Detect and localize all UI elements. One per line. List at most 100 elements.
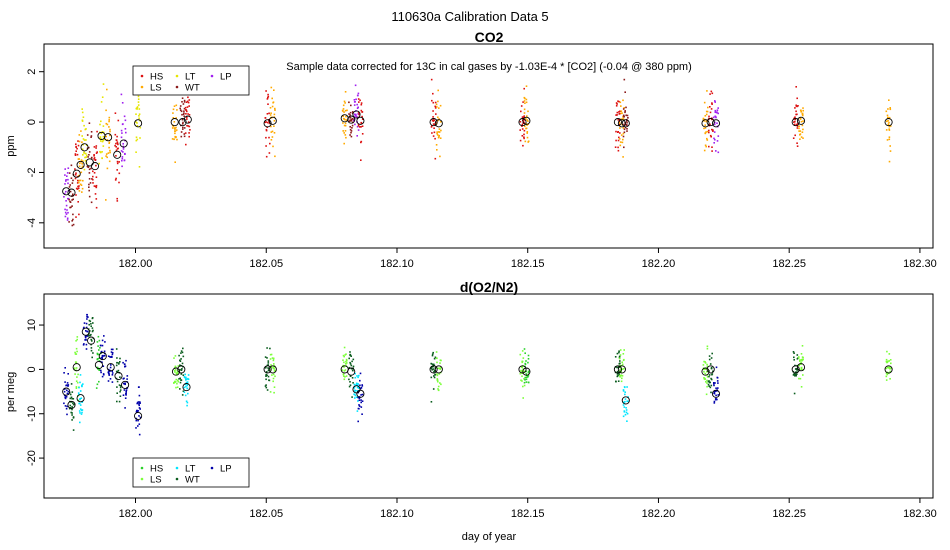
co2-sample-point xyxy=(273,120,276,122)
o2n2-sample-point xyxy=(886,350,888,353)
co2-sample-point xyxy=(438,128,441,130)
co2-sample-point xyxy=(106,123,109,126)
co2-sample-point xyxy=(523,100,526,102)
o2n2-sample-point xyxy=(179,388,181,390)
o2n2-sample-point xyxy=(360,401,362,404)
co2-sample-point xyxy=(795,86,797,88)
o2n2-sample-point xyxy=(180,358,182,360)
o2n2-sample-point xyxy=(343,361,345,364)
o2n2-sample-point xyxy=(430,367,433,370)
co2-sample-point xyxy=(92,170,94,173)
o2n2-sample-point xyxy=(625,411,628,414)
co2-sample-point xyxy=(109,134,111,137)
o2n2-sample-point xyxy=(86,316,88,318)
o2n2-sample-point xyxy=(343,355,345,358)
co2-mean-marker xyxy=(263,119,272,128)
co2-sample-point xyxy=(105,155,107,157)
o2n2-sample-point xyxy=(704,362,707,364)
o2n2-sample-point xyxy=(82,344,85,346)
co2-sample-point xyxy=(180,110,183,113)
co2-sample-point xyxy=(120,129,123,132)
co2-sample-point xyxy=(78,140,81,143)
o2n2-sample-point xyxy=(83,343,85,345)
co2-sample-point xyxy=(622,135,625,138)
co2-sample-point xyxy=(615,139,617,142)
co2-sample-point xyxy=(78,165,81,168)
co2-sample-point xyxy=(105,109,107,112)
o2n2-sample-point xyxy=(616,366,618,369)
co2-sample-point xyxy=(64,168,66,170)
co2-sample-point xyxy=(526,136,529,139)
co2-sample-point xyxy=(438,136,440,138)
o2n2-sample-point xyxy=(174,371,176,373)
o2n2-sample-point xyxy=(796,369,798,371)
co2-sample-point xyxy=(265,121,267,123)
o2n2-sample-point xyxy=(527,381,530,384)
co2-sample-point xyxy=(81,163,83,165)
co2-sample-point xyxy=(81,120,84,122)
o2n2-legend-swatch xyxy=(140,466,144,470)
o2n2-sample-point xyxy=(124,382,126,384)
co2-sample-point xyxy=(67,197,69,200)
o2n2-sample-point xyxy=(115,348,118,350)
o2n2-sample-point xyxy=(522,385,524,388)
co2-sample-point xyxy=(617,139,620,142)
o2n2-sample-point xyxy=(175,378,178,381)
o2n2-sample-point xyxy=(138,403,140,405)
o2n2-sample-point xyxy=(436,379,439,382)
o2n2-sample-point xyxy=(69,393,72,396)
co2-sample-point xyxy=(433,123,436,126)
o2n2-sample-point xyxy=(346,359,348,362)
co2-sample-point xyxy=(349,134,351,136)
o2n2-sample-point xyxy=(885,379,888,381)
co2-sample-point xyxy=(83,152,85,154)
co2-sample-point xyxy=(618,138,621,140)
o2n2-sample-point xyxy=(708,381,711,384)
o2n2-sample-point xyxy=(436,367,439,369)
o2n2-sample-point xyxy=(69,404,72,407)
co2-sample-point xyxy=(357,113,359,115)
co2-sample-point xyxy=(799,138,801,140)
co2-sample-point xyxy=(795,110,797,113)
o2n2-sample-point xyxy=(713,382,715,384)
co2-sample-point xyxy=(342,122,344,124)
co2-sample-point xyxy=(93,158,95,160)
co2-sample-point xyxy=(68,186,71,188)
co2-sample-point xyxy=(619,110,621,113)
o2n2-sample-point xyxy=(623,349,625,351)
o2n2-sample-point xyxy=(361,384,363,386)
co2-sample-point xyxy=(619,127,621,129)
co2-sample-point xyxy=(188,99,191,101)
o2n2-sample-point xyxy=(80,397,83,399)
o2n2-y-tick-label: -10 xyxy=(26,406,38,422)
o2n2-panel: d(O2/N2) per meg day of year 182.00 182.0… xyxy=(5,279,937,543)
co2-sample-point xyxy=(83,168,86,171)
co2-sample-point xyxy=(713,142,715,144)
o2n2-sample-point xyxy=(138,433,141,436)
o2n2-mean-marker xyxy=(263,365,272,374)
o2n2-x-tick-label: 182.05 xyxy=(249,508,283,520)
o2n2-sample-point xyxy=(180,379,182,381)
co2-sample-point xyxy=(90,201,93,204)
co2-sample-point xyxy=(525,85,528,87)
o2n2-sample-point xyxy=(86,314,88,316)
co2-y-tick-label: -2 xyxy=(26,168,38,178)
o2n2-sample-point xyxy=(523,381,526,384)
o2n2-sample-point xyxy=(527,374,530,377)
co2-sample-point xyxy=(101,151,103,153)
o2n2-sample-point xyxy=(122,394,125,396)
co2-sample-point xyxy=(431,99,433,102)
co2-sample-point xyxy=(706,130,709,133)
o2n2-sample-point xyxy=(272,367,275,370)
co2-sample-point xyxy=(95,145,98,147)
co2-sample-point xyxy=(430,126,433,128)
co2-sample-point xyxy=(527,140,530,143)
co2-sample-point xyxy=(520,110,522,113)
o2n2-sample-point xyxy=(622,389,625,391)
co2-sample-point xyxy=(115,149,118,152)
o2n2-sample-point xyxy=(101,344,104,347)
co2-sample-point xyxy=(713,137,715,140)
co2-sample-point xyxy=(343,132,345,134)
co2-sample-point xyxy=(138,113,141,115)
o2n2-sample-point xyxy=(794,373,797,376)
